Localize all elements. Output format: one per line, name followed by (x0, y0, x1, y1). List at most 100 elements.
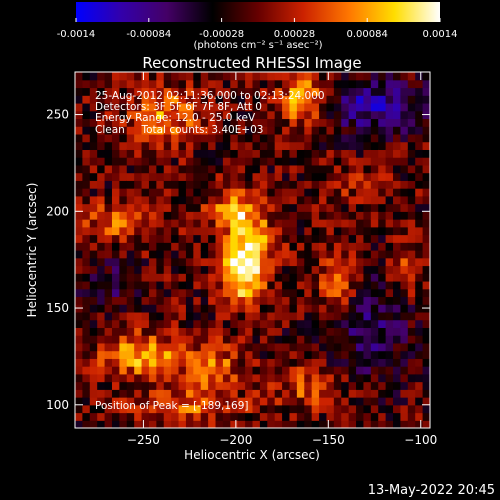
heatmap-cell (319, 335, 328, 344)
heatmap-cell (274, 350, 283, 359)
heatmap-cell (119, 172, 128, 181)
heatmap-cell (148, 164, 157, 174)
heatmap-cell (148, 157, 157, 166)
heatmap-cell (97, 133, 106, 143)
heatmap-cell (178, 273, 187, 282)
heatmap-cell (156, 420, 165, 428)
heatmap-cell (311, 319, 320, 328)
heatmap-cell (267, 95, 276, 104)
heatmap-cell (215, 102, 224, 112)
heatmap-cell (111, 72, 120, 81)
heatmap-cells (75, 72, 430, 428)
heatmap-cell (296, 311, 305, 321)
heatmap-cell (111, 126, 120, 135)
heatmap-cell (126, 242, 135, 251)
heatmap-cell (296, 211, 305, 220)
heatmap-cell (407, 288, 416, 298)
heatmap-cell (252, 79, 261, 89)
heatmap-cell (341, 95, 350, 104)
heatmap-cell (304, 102, 313, 112)
heatmap-cell (104, 157, 113, 166)
heatmap-cell (341, 180, 350, 189)
heatmap-cell (415, 311, 424, 321)
heatmap-cell (378, 157, 387, 166)
heatmap-cell (252, 342, 261, 352)
heatmap-cell (407, 226, 416, 236)
heatmap-cell (304, 141, 313, 150)
heatmap-cell (126, 373, 135, 383)
heatmap-cell (385, 149, 394, 158)
heatmap-cell (259, 110, 268, 120)
heatmap-cell (393, 226, 402, 236)
heatmap-cell (348, 412, 357, 421)
heatmap-cell (393, 358, 402, 367)
heatmap-cell (333, 203, 342, 212)
heatmap-cell (356, 366, 365, 375)
heatmap-cell (393, 157, 402, 166)
heatmap-cell (156, 358, 165, 367)
heatmap-cell (385, 342, 394, 352)
heatmap-cell (215, 188, 224, 197)
heatmap-cell (222, 373, 231, 383)
heatmap-cell (208, 172, 217, 181)
heatmap-cell (319, 257, 328, 267)
heatmap-cell (119, 79, 128, 89)
heatmap-cell (304, 172, 313, 181)
heatmap-cell (356, 389, 365, 398)
heatmap-cell (289, 389, 298, 398)
heatmap-cell (267, 118, 276, 127)
heatmap-cell (385, 381, 394, 390)
heatmap-cell (141, 118, 150, 127)
heatmap-cell (356, 342, 365, 352)
heatmap-cell (111, 311, 120, 321)
heatmap-cell (341, 226, 350, 236)
heatmap-cell (185, 126, 194, 135)
heatmap-cell (326, 311, 335, 321)
heatmap-cell (363, 102, 372, 112)
heatmap-cell (407, 412, 416, 421)
heatmap-cell (289, 327, 298, 336)
heatmap-cell (282, 102, 291, 112)
heatmap-cell (200, 296, 209, 305)
heatmap-cell (141, 126, 150, 135)
heatmap-cell (378, 257, 387, 267)
heatmap-cell (385, 219, 394, 228)
heatmap-cell (134, 373, 143, 383)
heatmap-cell (222, 381, 231, 390)
heatmap-cell (230, 350, 239, 359)
heatmap-cell (163, 133, 172, 143)
heatmap-cell (134, 149, 143, 158)
heatmap-cell (341, 288, 350, 298)
heatmap-cell (141, 87, 150, 96)
heatmap-cell (200, 350, 209, 359)
heatmap-cell (148, 420, 157, 428)
heatmap-cell (333, 327, 342, 336)
heatmap-cell (348, 389, 357, 398)
heatmap-cell (422, 203, 430, 212)
heatmap-cell (385, 102, 394, 112)
heatmap-cell (245, 141, 254, 150)
heatmap-cell (200, 265, 209, 274)
heatmap-cell (274, 342, 283, 352)
heatmap-cell (422, 389, 430, 398)
heatmap-cell (119, 180, 128, 189)
heatmap-cell (282, 373, 291, 383)
heatmap-cell (141, 296, 150, 305)
heatmap-cell (348, 404, 357, 414)
heatmap-cell (407, 373, 416, 383)
heatmap-cell (400, 381, 409, 390)
heatmap-cell (141, 95, 150, 104)
heatmap-cell (289, 157, 298, 166)
heatmap-cell (400, 95, 409, 104)
heatmap-cell (319, 296, 328, 305)
heatmap-cell (252, 404, 261, 414)
heatmap-cell (97, 110, 106, 120)
heatmap-cell (311, 203, 320, 212)
heatmap-cell (304, 397, 313, 406)
heatmap-cell (400, 420, 409, 428)
heatmap-cell (89, 288, 98, 298)
heatmap-cell (289, 141, 298, 150)
heatmap-cell (163, 296, 172, 305)
heatmap-cell (370, 188, 379, 197)
heatmap-cell (230, 311, 239, 321)
